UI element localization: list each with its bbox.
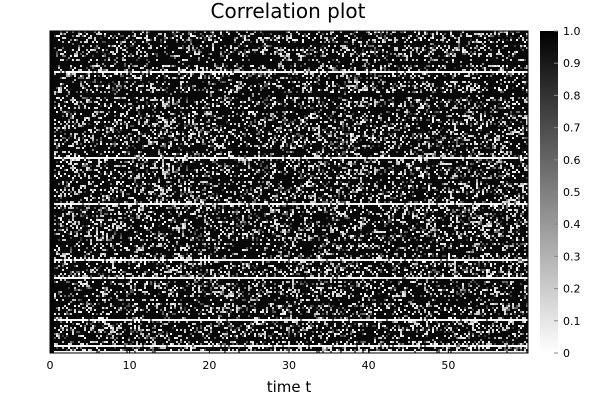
colorbar-tick-label: 0 [563, 347, 570, 360]
colorbar-axis: 0 0.1 0.2 0.3 0.4 0.5 0.6 0.7 0.8 0.9 1.0 [554, 25, 581, 360]
x-tick-label: 50 [441, 359, 455, 372]
colorbar-tick-label: 0.7 [563, 122, 581, 135]
colorbar-tick-label: 0.1 [563, 315, 581, 328]
colorbar-tick-label: 0.8 [563, 89, 581, 102]
x-tick-label: 0 [47, 359, 54, 372]
colorbar-tick-label: 1.0 [563, 25, 581, 38]
x-tick-label: 40 [362, 359, 376, 372]
x-axis-label: time t [267, 378, 312, 396]
colorbar-tick-label: 0.4 [563, 218, 581, 231]
heatmap-area [50, 31, 528, 353]
colorbar [540, 31, 558, 353]
colorbar-tick-label: 0.2 [563, 283, 581, 296]
colorbar-tick-label: 0.6 [563, 154, 581, 167]
x-axis: 0 10 20 30 40 50 [47, 349, 455, 372]
heatmap-cells [50, 31, 528, 353]
x-tick-label: 10 [123, 359, 137, 372]
colorbar-tick-label: 0.9 [563, 57, 581, 70]
colorbar-tick-label: 0.3 [563, 250, 581, 263]
x-tick-label: 20 [202, 359, 216, 372]
chart-title: Correlation plot [211, 0, 366, 23]
colorbar-tick-label: 0.5 [563, 186, 581, 199]
x-tick-label: 30 [282, 359, 296, 372]
